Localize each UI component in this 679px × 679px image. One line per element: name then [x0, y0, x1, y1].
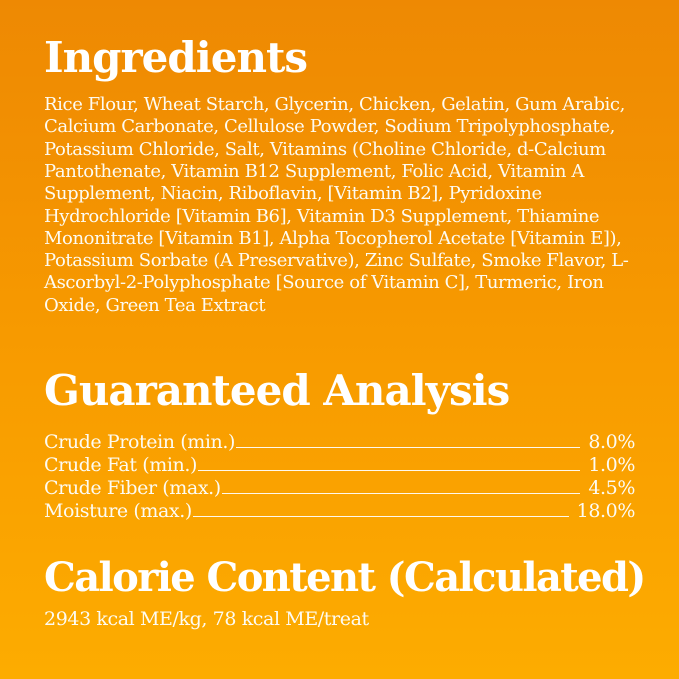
ingredients-heading: Ingredients	[44, 33, 308, 82]
analysis-row-moisture: Moisture (max.) 18.0%	[44, 500, 635, 523]
ingredients-section: Ingredients Rice Flour, Wheat Starch, Gl…	[44, 34, 635, 317]
analysis-row-crude-protein: Crude Protein (min.) 8.0%	[44, 431, 635, 454]
leader-line	[236, 446, 581, 449]
ingredients-text: Rice Flour, Wheat Starch, Glycerin, Chic…	[44, 94, 629, 316]
analysis-row-crude-fat: Crude Fat (min.) 1.0%	[44, 454, 635, 477]
calorie-content-heading: Calorie Content (Calculated)	[44, 554, 646, 602]
analysis-label: Crude Fiber (max.)	[44, 477, 221, 500]
calorie-content-text: 2943 kcal ME/kg, 78 kcal ME/treat	[44, 607, 369, 630]
leader-line	[221, 492, 581, 495]
analysis-value: 8.0%	[588, 431, 635, 454]
guaranteed-analysis-section: Guaranteed Analysis Crude Protein (min.)…	[44, 367, 635, 523]
leader-line	[198, 469, 581, 472]
analysis-value: 18.0%	[576, 500, 636, 523]
analysis-label: Moisture (max.)	[44, 500, 192, 523]
leader-line	[192, 515, 569, 518]
analysis-label: Crude Protein (min.)	[44, 431, 236, 454]
guaranteed-analysis-table: Crude Protein (min.) 8.0% Crude Fat (min…	[44, 431, 635, 523]
analysis-label: Crude Fat (min.)	[44, 454, 197, 477]
guaranteed-analysis-heading: Guaranteed Analysis	[44, 366, 510, 415]
analysis-value: 4.5%	[588, 477, 635, 500]
analysis-value: 1.0%	[588, 454, 635, 477]
analysis-row-crude-fiber: Crude Fiber (max.) 4.5%	[44, 477, 635, 500]
calorie-content-section: Calorie Content (Calculated) 2943 kcal M…	[44, 554, 646, 630]
